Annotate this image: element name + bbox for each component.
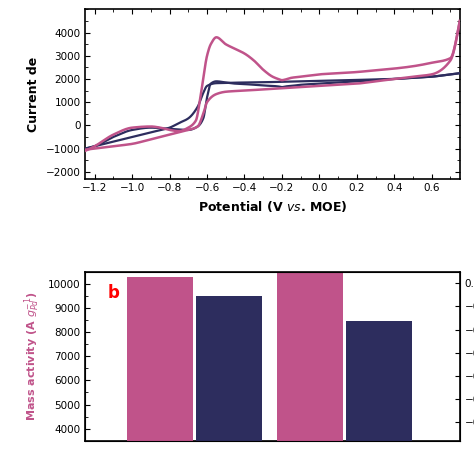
Bar [127, 276, 193, 441]
Bar [196, 296, 262, 441]
Y-axis label: Mass activity (A $g_{Pd}^{-1}$): Mass activity (A $g_{Pd}^{-1}$) [23, 292, 42, 421]
Y-axis label: Current de: Current de [27, 56, 40, 132]
Text: b: b [108, 283, 119, 301]
Bar [277, 237, 343, 441]
X-axis label: Potential (V $\it{vs}$. MOE): Potential (V $\it{vs}$. MOE) [198, 199, 347, 214]
Bar [346, 321, 412, 441]
